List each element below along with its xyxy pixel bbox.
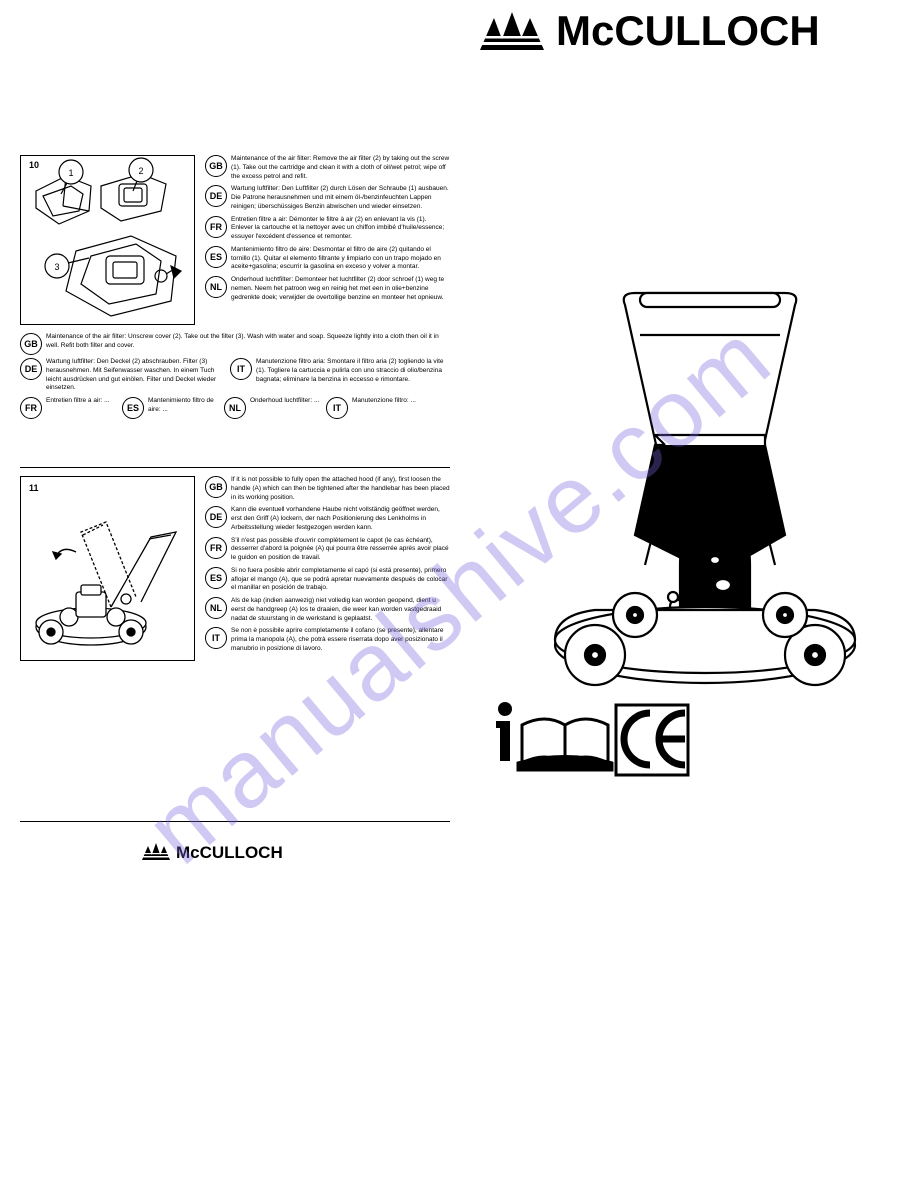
section-handle-fold: 11 GB If it is not possible to fully ope… [20, 476, 450, 786]
lang-gb-icon: GB [205, 155, 227, 177]
text-row: ES Si no fuera posible abrir completamen… [205, 567, 450, 593]
text-row: IT Se non è possibile aprire completamen… [205, 627, 450, 653]
lang-es-icon: ES [122, 397, 144, 419]
inline-item: NL Onderhoud luchtfilter: ... [224, 397, 320, 419]
section2-right-texts: GB If it is not possible to fully open t… [205, 476, 450, 658]
text-row: DE Wartung luftfilter: Den Luftfilter (2… [205, 185, 450, 211]
text-de: Wartung luftfilter: Den Luftfilter (2) d… [231, 185, 450, 211]
text-row: GB If it is not possible to fully open t… [205, 476, 450, 502]
divider-1 [20, 467, 450, 468]
lang-fr-icon: FR [20, 397, 42, 419]
text-fr: S'il n'est pas possible d'ouvrir complèt… [231, 537, 450, 563]
info-ce-symbols [490, 695, 690, 785]
text-row: ES Mantenimiento filtro de aire: Desmont… [205, 246, 450, 272]
text-gb-2: Maintenance of the air filter: Unscrew c… [46, 333, 450, 351]
text-nl: Als de kap (indien aanwezig) niet volled… [231, 597, 450, 623]
svg-text:McCULLOCH: McCULLOCH [176, 843, 283, 862]
text-row: FR S'il n'est pas possible d'ouvrir comp… [205, 537, 450, 563]
lang-fr-icon: FR [205, 537, 227, 559]
lang-nl-icon: NL [205, 276, 227, 298]
text-de: Kann die eventuell vorhandene Haube nich… [231, 506, 450, 532]
lang-gb-icon: GB [205, 476, 227, 498]
text-it-3: Manutenzione filtro: ... [352, 397, 422, 406]
text-es: Mantenimiento filtro de aire: Desmontar … [231, 246, 450, 272]
lang-fr-icon: FR [205, 216, 227, 238]
divider-2 [20, 821, 450, 822]
text-gb: If it is not possible to fully open the … [231, 476, 450, 502]
lang-it-icon: IT [326, 397, 348, 419]
inline-item: IT Manutenzione filtro: ... [326, 397, 422, 419]
lang-it-icon: IT [230, 358, 252, 380]
text-gb: Maintenance of the air filter: Remove th… [231, 155, 450, 181]
lang-es-icon: ES [205, 567, 227, 589]
svg-text:McCULLOCH: McCULLOCH [556, 7, 820, 54]
left-column: 1 2 3 10 GB Maintenance of the air filte… [20, 155, 450, 830]
callout-1: 1 [68, 168, 73, 178]
text-row: NL Als de kap (indien aanwezig) niet vol… [205, 597, 450, 623]
lang-gb-icon: GB [20, 333, 42, 355]
text-es-3: Mantenimiento filtro de aire: ... [148, 397, 218, 415]
text-row: DE Kann die eventuell vorhandene Haube n… [205, 506, 450, 532]
text-it-2: Manutenzione filtro aria: Smontare il fi… [256, 358, 450, 384]
inline-item: ES Mantenimiento filtro de aire: ... [122, 397, 218, 419]
lang-de-icon: DE [20, 358, 42, 380]
text-nl: Onderhoud luchtfilter: Demonteer het luc… [231, 276, 450, 302]
lang-nl-icon: NL [224, 397, 246, 419]
section1-right-texts: GB Maintenance of the air filter: Remove… [205, 155, 450, 306]
text-fr-3: Entretien filtre a air: ... [46, 397, 116, 406]
text-nl-3: Onderhoud luchtfilter: ... [250, 397, 320, 406]
text-de-2: Wartung luftfilter: Den Deckel (2) absch… [46, 358, 226, 393]
text-row: NL Onderhoud luchtfilter: Demonteer het … [205, 276, 450, 302]
svg-text:10: 10 [29, 160, 39, 170]
fig-11-label: 11 [29, 483, 39, 493]
section1-below-texts: GB Maintenance of the air filter: Unscre… [20, 333, 450, 419]
text-it: Se non è possibile aprire completamente … [231, 627, 450, 653]
text-row: GB Maintenance of the air filter: Remove… [205, 155, 450, 181]
brand-logo-large: McCULLOCH [476, 0, 906, 67]
lang-de-icon: DE [205, 506, 227, 528]
inline-row: FR Entretien filtre a air: ... ES Manten… [20, 397, 450, 419]
text-es: Si no fuera posible abrir completamente … [231, 567, 450, 593]
lang-de-icon: DE [205, 185, 227, 207]
air-filter-diagram: 1 2 3 10 [20, 155, 195, 325]
lang-it-icon: IT [205, 627, 227, 649]
lang-nl-icon: NL [205, 597, 227, 619]
text-fr: Entretien filtre a air: Démonter le filt… [231, 216, 450, 242]
callout-3: 3 [54, 262, 59, 272]
section-air-filter: 1 2 3 10 GB Maintenance of the air filte… [20, 155, 450, 455]
callout-2: 2 [138, 166, 143, 176]
lang-es-icon: ES [205, 246, 227, 268]
text-row: FR Entretien filtre a air: Démonter le f… [205, 216, 450, 242]
brand-logo-small: McCULLOCH [140, 838, 320, 871]
below-row: GB Maintenance of the air filter: Unscre… [20, 333, 450, 355]
handle-fold-diagram: 11 [20, 476, 195, 661]
below-row: DE Wartung luftfilter: Den Deckel (2) ab… [20, 358, 450, 393]
inline-item: FR Entretien filtre a air: ... [20, 397, 116, 419]
mower-illustration [505, 285, 895, 710]
